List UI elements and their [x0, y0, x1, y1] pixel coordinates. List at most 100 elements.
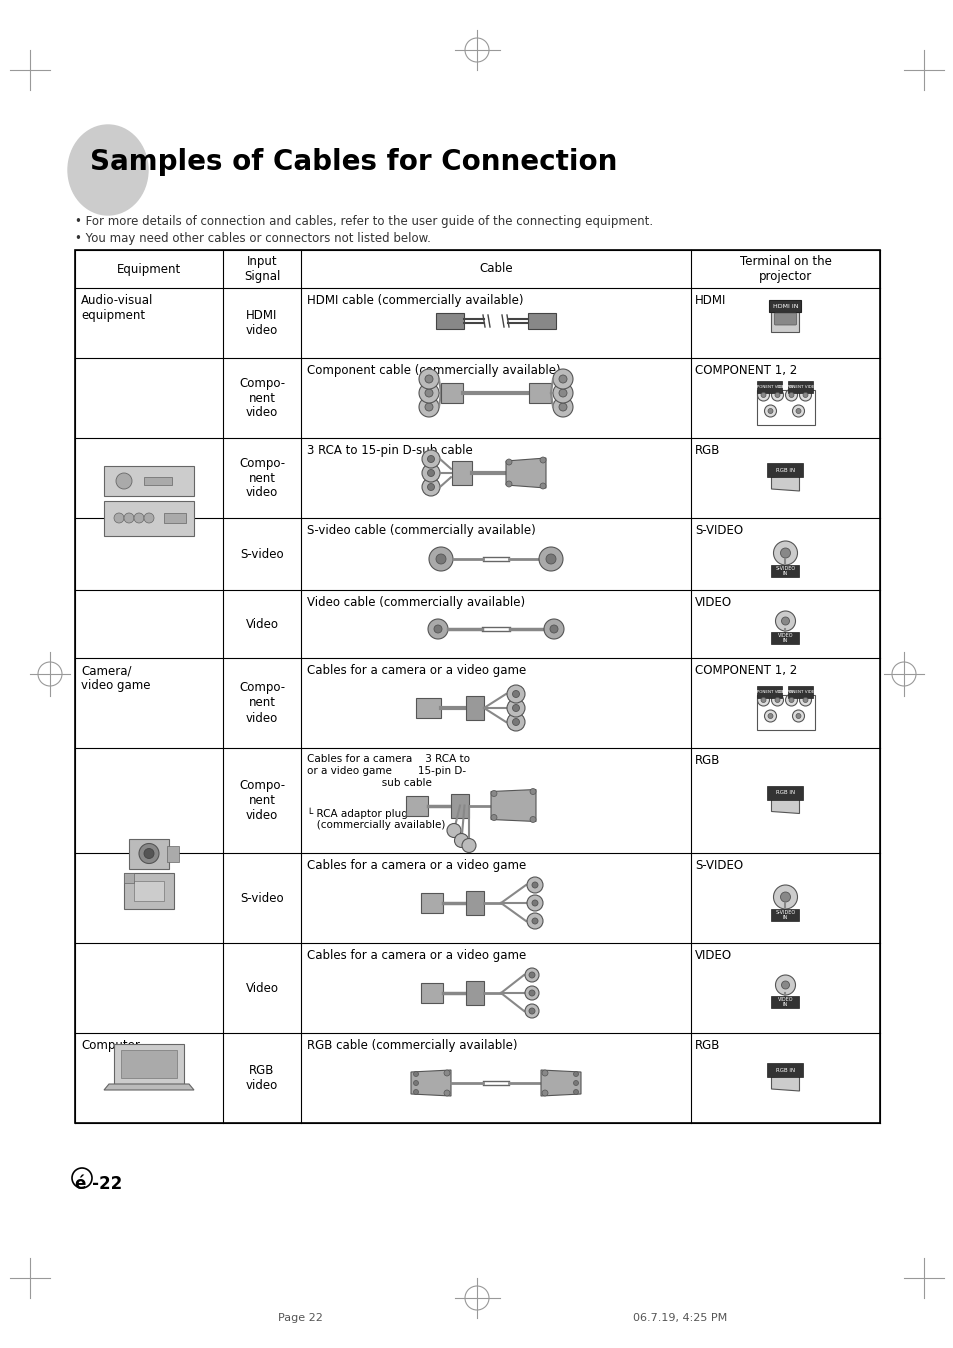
Bar	[527, 313, 556, 329]
Text: COMPONENT VIDEO IN: COMPONENT VIDEO IN	[746, 690, 793, 694]
Circle shape	[799, 390, 811, 400]
Circle shape	[428, 619, 448, 639]
Circle shape	[524, 985, 538, 1000]
Text: or a video game        15-pin D-: or a video game 15-pin D-	[307, 766, 466, 776]
Bar	[440, 383, 462, 403]
Circle shape	[124, 514, 133, 523]
Circle shape	[573, 1072, 578, 1077]
Text: Compo-
nent
video: Compo- nent video	[238, 457, 285, 500]
Circle shape	[792, 404, 803, 417]
Text: Compo-
nent
video: Compo- nent video	[238, 682, 285, 724]
Circle shape	[558, 390, 566, 398]
Circle shape	[773, 886, 797, 909]
Circle shape	[506, 713, 524, 731]
Circle shape	[524, 968, 538, 981]
Circle shape	[512, 705, 519, 712]
Text: 06.7.19, 4:25 PM: 06.7.19, 4:25 PM	[632, 1313, 726, 1322]
Text: RGB IN: RGB IN	[775, 790, 794, 795]
Bar	[465, 981, 483, 1006]
Circle shape	[461, 838, 476, 852]
Text: └ RCA adaptor plug: └ RCA adaptor plug	[307, 807, 408, 820]
Bar	[771, 996, 799, 1008]
Bar	[420, 892, 442, 913]
Text: Samples of Cables for Connection: Samples of Cables for Connection	[90, 148, 617, 177]
Text: VIDEO
IN: VIDEO IN	[777, 996, 792, 1007]
Circle shape	[418, 398, 438, 417]
Circle shape	[421, 464, 439, 483]
Text: Video: Video	[245, 981, 278, 995]
Bar	[771, 632, 799, 644]
Circle shape	[543, 619, 563, 639]
Text: Cable: Cable	[478, 263, 513, 275]
Bar	[124, 872, 173, 909]
Polygon shape	[771, 1074, 799, 1091]
Circle shape	[802, 392, 807, 398]
Text: RGB: RGB	[695, 1039, 720, 1051]
Bar	[133, 880, 164, 900]
Bar	[124, 872, 133, 883]
Circle shape	[788, 697, 793, 702]
Text: Input
Signal: Input Signal	[244, 255, 280, 283]
Text: Video: Video	[245, 617, 278, 631]
Bar	[771, 311, 799, 332]
Text: S-video cable (commercially available): S-video cable (commercially available)	[307, 524, 536, 537]
Circle shape	[541, 1091, 547, 1096]
Circle shape	[795, 713, 801, 718]
Bar	[465, 891, 483, 915]
Text: Compo-
nent
video: Compo- nent video	[238, 376, 285, 419]
Circle shape	[763, 404, 776, 417]
Circle shape	[792, 710, 803, 723]
Circle shape	[763, 710, 776, 723]
Bar	[167, 845, 179, 861]
Bar	[757, 696, 815, 731]
Polygon shape	[771, 798, 799, 813]
Circle shape	[506, 700, 524, 717]
Bar	[104, 500, 193, 535]
Bar	[436, 313, 463, 329]
Circle shape	[505, 481, 512, 487]
Polygon shape	[540, 1070, 580, 1096]
Circle shape	[512, 690, 519, 697]
Circle shape	[532, 900, 537, 906]
Text: 3 RCA to 15-pin D-sub cable: 3 RCA to 15-pin D-sub cable	[307, 443, 473, 457]
Bar	[788, 686, 813, 698]
Bar	[757, 381, 781, 394]
Text: RGB IN: RGB IN	[775, 1068, 794, 1073]
Circle shape	[760, 392, 765, 398]
Text: S-VIDEO
IN: S-VIDEO IN	[775, 566, 795, 577]
Circle shape	[421, 479, 439, 496]
Circle shape	[774, 392, 780, 398]
Bar	[767, 1064, 802, 1077]
Text: RGB
video: RGB video	[246, 1064, 278, 1092]
Polygon shape	[491, 790, 536, 821]
Circle shape	[757, 390, 769, 400]
Circle shape	[784, 390, 797, 400]
Circle shape	[532, 918, 537, 923]
Bar	[769, 301, 801, 311]
Text: HDMI IN: HDMI IN	[772, 303, 798, 309]
Circle shape	[413, 1089, 418, 1095]
Circle shape	[558, 375, 566, 383]
Bar	[529, 383, 551, 403]
Text: VIDEO
IN: VIDEO IN	[777, 632, 792, 643]
Circle shape	[771, 390, 782, 400]
Text: RGB cable (commercially available): RGB cable (commercially available)	[307, 1039, 517, 1051]
Bar	[767, 462, 802, 477]
Circle shape	[760, 697, 765, 702]
Circle shape	[530, 789, 536, 794]
Bar	[767, 786, 802, 799]
Circle shape	[780, 549, 790, 558]
Text: • You may need other cables or connectors not listed below.: • You may need other cables or connector…	[75, 232, 431, 245]
Bar	[406, 795, 428, 816]
Circle shape	[529, 972, 535, 979]
Circle shape	[788, 392, 793, 398]
Bar	[771, 565, 799, 577]
Text: Terminal on the
projector: Terminal on the projector	[739, 255, 831, 283]
Bar	[121, 1050, 177, 1078]
Circle shape	[780, 892, 790, 902]
Text: S-VIDEO
IN: S-VIDEO IN	[775, 910, 795, 921]
Circle shape	[802, 697, 807, 702]
Circle shape	[532, 882, 537, 888]
Circle shape	[418, 383, 438, 403]
Circle shape	[506, 685, 524, 704]
